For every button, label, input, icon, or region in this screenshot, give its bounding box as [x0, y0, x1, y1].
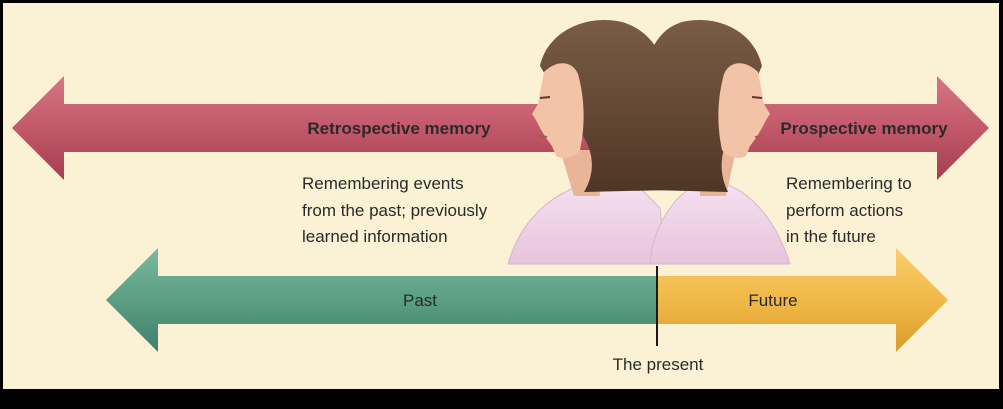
- left-head-eye: [539, 96, 551, 99]
- future-label: Future: [748, 291, 797, 310]
- two-heads-illustration: [507, 19, 791, 265]
- memory-arrow: [12, 76, 989, 180]
- past-label: Past: [403, 291, 437, 310]
- retrospective-description-line-1: Remembering events: [302, 174, 464, 193]
- future-arrow: [657, 248, 948, 352]
- present-label: The present: [613, 355, 704, 374]
- left-head-mouth: [538, 135, 548, 138]
- retrospective-description-line-2: from the past; previously: [302, 201, 488, 220]
- prospective-description-line-1: Remembering to: [786, 174, 912, 193]
- right-head-face: [718, 63, 770, 158]
- copyright-footer: © 2007 Thomson Higher Education: [5, 392, 162, 403]
- left-head-face: [532, 63, 584, 158]
- right-head-eye: [751, 96, 763, 99]
- prospective-description-line-2: perform actions: [786, 201, 903, 220]
- past-arrow: [106, 248, 657, 352]
- retrospective-description-line-3: learned information: [302, 227, 448, 246]
- prospective-description-line-3: in the future: [786, 227, 876, 246]
- prospective-memory-label: Prospective memory: [780, 119, 948, 138]
- right-head-mouth: [754, 135, 764, 138]
- left-head-hair: [540, 19, 670, 193]
- retrospective-memory-label: Retrospective memory: [307, 119, 491, 138]
- right-head-hair: [645, 19, 762, 193]
- diagram-panel: [3, 3, 999, 389]
